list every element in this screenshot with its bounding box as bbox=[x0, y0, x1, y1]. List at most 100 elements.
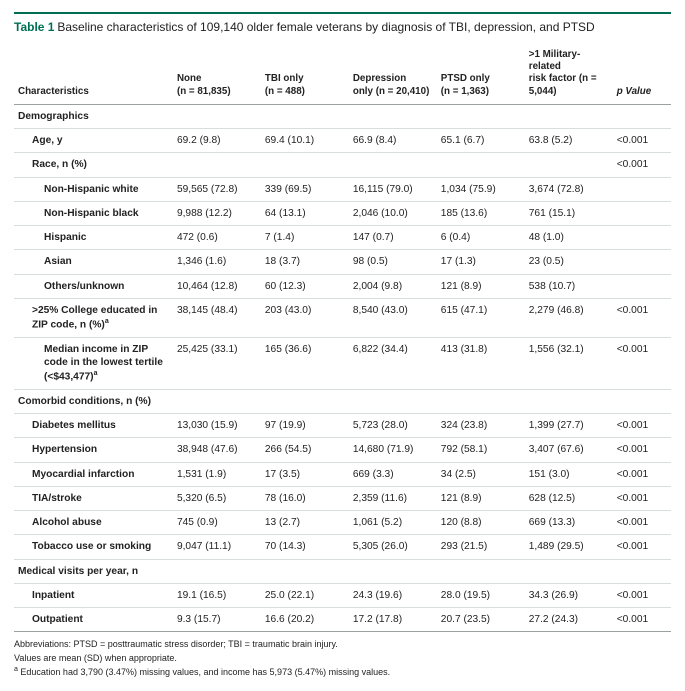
table-number: Table 1 bbox=[14, 20, 54, 34]
row-dm-p: <0.001 bbox=[613, 414, 671, 438]
section-comorbid-label: Comorbid conditions, n (%) bbox=[14, 389, 671, 413]
table-caption: Baseline characteristics of 109,140 olde… bbox=[57, 20, 594, 34]
row-hisp-v1: 7 (1.4) bbox=[261, 226, 349, 250]
row-dm-v4: 1,399 (27.7) bbox=[525, 414, 613, 438]
row-hisp-v3: 6 (0.4) bbox=[437, 226, 525, 250]
row-asian-v4: 23 (0.5) bbox=[525, 250, 613, 274]
row-race-v4 bbox=[525, 153, 613, 177]
row-nhb-p bbox=[613, 201, 671, 225]
footnote-values: Values are mean (SD) when appropriate. bbox=[14, 652, 671, 664]
row-nhw: Non-Hispanic white59,565 (72.8)339 (69.5… bbox=[14, 177, 671, 201]
row-dm-v0: 13,030 (15.9) bbox=[173, 414, 261, 438]
row-dm-v2: 5,723 (28.0) bbox=[349, 414, 437, 438]
row-income: Median income in ZIP code in the lowest … bbox=[14, 337, 671, 389]
row-college-v0: 38,145 (48.4) bbox=[173, 298, 261, 337]
row-mi-v1: 17 (3.5) bbox=[261, 462, 349, 486]
col-tbi: TBI only(n = 488) bbox=[261, 44, 349, 104]
footnotes: Abbreviations: PTSD = posttraumatic stre… bbox=[14, 638, 671, 677]
row-tia-v0: 5,320 (6.5) bbox=[173, 486, 261, 510]
table-header: Characteristics None(n = 81,835) TBI onl… bbox=[14, 44, 671, 104]
row-other-v0: 10,464 (12.8) bbox=[173, 274, 261, 298]
row-race-v0 bbox=[173, 153, 261, 177]
row-nhw-v2: 16,115 (79.0) bbox=[349, 177, 437, 201]
row-outp: Outpatient9.3 (15.7)16.6 (20.2)17.2 (17.… bbox=[14, 608, 671, 632]
row-nhb-v3: 185 (13.6) bbox=[437, 201, 525, 225]
row-inp-v0: 19.1 (16.5) bbox=[173, 583, 261, 607]
section-comorbid: Comorbid conditions, n (%) bbox=[14, 389, 671, 413]
row-dm-v3: 324 (23.8) bbox=[437, 414, 525, 438]
row-income-v4: 1,556 (32.1) bbox=[525, 337, 613, 389]
row-asian-v3: 17 (1.3) bbox=[437, 250, 525, 274]
row-age-v0: 69.2 (9.8) bbox=[173, 129, 261, 153]
row-dm: Diabetes mellitus13,030 (15.9)97 (19.9)5… bbox=[14, 414, 671, 438]
row-age-v1: 69.4 (10.1) bbox=[261, 129, 349, 153]
row-other: Others/unknown10,464 (12.8)60 (12.3)2,00… bbox=[14, 274, 671, 298]
footnote-abbrev: Abbreviations: PTSD = posttraumatic stre… bbox=[14, 638, 671, 650]
row-inp-label: Inpatient bbox=[14, 583, 173, 607]
row-asian: Asian1,346 (1.6)18 (3.7)98 (0.5)17 (1.3)… bbox=[14, 250, 671, 274]
row-mi-label: Myocardial infarction bbox=[14, 462, 173, 486]
row-mi-v3: 34 (2.5) bbox=[437, 462, 525, 486]
row-asian-v0: 1,346 (1.6) bbox=[173, 250, 261, 274]
row-inp-v1: 25.0 (22.1) bbox=[261, 583, 349, 607]
row-alc-v4: 669 (13.3) bbox=[525, 511, 613, 535]
col-pvalue: p Value bbox=[613, 44, 671, 104]
col-none: None(n = 81,835) bbox=[173, 44, 261, 104]
row-tob-v2: 5,305 (26.0) bbox=[349, 535, 437, 559]
row-other-v4: 538 (10.7) bbox=[525, 274, 613, 298]
row-tia-v3: 121 (8.9) bbox=[437, 486, 525, 510]
row-outp-v2: 17.2 (17.8) bbox=[349, 608, 437, 632]
table-body: DemographicsAge, y69.2 (9.8)69.4 (10.1)6… bbox=[14, 104, 671, 631]
row-nhb-v0: 9,988 (12.2) bbox=[173, 201, 261, 225]
row-mi-v4: 151 (3.0) bbox=[525, 462, 613, 486]
row-dm-v1: 97 (19.9) bbox=[261, 414, 349, 438]
row-race-p: <0.001 bbox=[613, 153, 671, 177]
top-rule bbox=[14, 12, 671, 14]
row-outp-v0: 9.3 (15.7) bbox=[173, 608, 261, 632]
bottom-rule bbox=[14, 631, 671, 632]
row-college: >25% College educated in ZIP code, n (%)… bbox=[14, 298, 671, 337]
row-other-v1: 60 (12.3) bbox=[261, 274, 349, 298]
row-alc-v3: 120 (8.8) bbox=[437, 511, 525, 535]
row-income-v1: 165 (36.6) bbox=[261, 337, 349, 389]
row-alc-label: Alcohol abuse bbox=[14, 511, 173, 535]
row-dm-label: Diabetes mellitus bbox=[14, 414, 173, 438]
row-race-v3 bbox=[437, 153, 525, 177]
row-nhw-v0: 59,565 (72.8) bbox=[173, 177, 261, 201]
row-income-label: Median income in ZIP code in the lowest … bbox=[14, 337, 173, 389]
row-mi-p: <0.001 bbox=[613, 462, 671, 486]
row-college-v2: 8,540 (43.0) bbox=[349, 298, 437, 337]
row-asian-v2: 98 (0.5) bbox=[349, 250, 437, 274]
row-age-v3: 65.1 (6.7) bbox=[437, 129, 525, 153]
row-nhw-v4: 3,674 (72.8) bbox=[525, 177, 613, 201]
section-visits-label: Medical visits per year, n bbox=[14, 559, 671, 583]
row-alc-v0: 745 (0.9) bbox=[173, 511, 261, 535]
row-mi: Myocardial infarction1,531 (1.9)17 (3.5)… bbox=[14, 462, 671, 486]
row-nhw-v3: 1,034 (75.9) bbox=[437, 177, 525, 201]
row-outp-v1: 16.6 (20.2) bbox=[261, 608, 349, 632]
row-inp: Inpatient19.1 (16.5)25.0 (22.1)24.3 (19.… bbox=[14, 583, 671, 607]
row-age-v2: 66.9 (8.4) bbox=[349, 129, 437, 153]
row-tob: Tobacco use or smoking9,047 (11.1)70 (14… bbox=[14, 535, 671, 559]
row-age: Age, y69.2 (9.8)69.4 (10.1)66.9 (8.4)65.… bbox=[14, 129, 671, 153]
row-nhb-v1: 64 (13.1) bbox=[261, 201, 349, 225]
row-tia-p: <0.001 bbox=[613, 486, 671, 510]
row-income-v0: 25,425 (33.1) bbox=[173, 337, 261, 389]
row-income-v3: 413 (31.8) bbox=[437, 337, 525, 389]
col-characteristics: Characteristics bbox=[14, 44, 173, 104]
row-inp-v4: 34.3 (26.9) bbox=[525, 583, 613, 607]
col-ptsd: PTSD only(n = 1,363) bbox=[437, 44, 525, 104]
row-tob-v3: 293 (21.5) bbox=[437, 535, 525, 559]
row-other-v3: 121 (8.9) bbox=[437, 274, 525, 298]
row-alc-p: <0.001 bbox=[613, 511, 671, 535]
row-age-p: <0.001 bbox=[613, 129, 671, 153]
col-gt1risk: >1 Military-relatedrisk factor (n = 5,04… bbox=[525, 44, 613, 104]
footnote-education: a Education had 3,790 (3.47%) missing va… bbox=[14, 665, 671, 678]
row-asian-label: Asian bbox=[14, 250, 173, 274]
row-hisp-v2: 147 (0.7) bbox=[349, 226, 437, 250]
row-nhw-v1: 339 (69.5) bbox=[261, 177, 349, 201]
row-income-p: <0.001 bbox=[613, 337, 671, 389]
row-htn: Hypertension38,948 (47.6)266 (54.5)14,68… bbox=[14, 438, 671, 462]
row-race-label: Race, n (%) bbox=[14, 153, 173, 177]
row-tia-label: TIA/stroke bbox=[14, 486, 173, 510]
